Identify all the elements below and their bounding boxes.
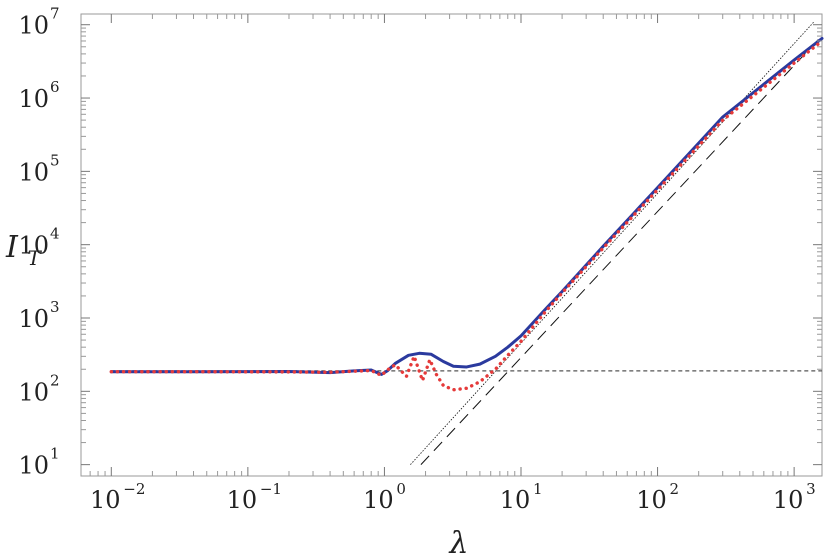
y-tick-exp-5: 6 xyxy=(50,78,60,96)
x-tick-exp-3: 1 xyxy=(533,480,543,498)
x-tick-exp-5: 3 xyxy=(806,480,816,498)
x-tick-exp-4: 2 xyxy=(670,480,680,498)
ticks-group: 10 −2 10 −1 10 0 10 1 10 2 10 310 110 210 310 410 510 610… xyxy=(18,5,822,514)
series-line-long-dash xyxy=(420,35,823,465)
y-axis-label-sub: T xyxy=(27,246,42,270)
y-axis-label-main: I xyxy=(5,230,19,265)
y-tick-label-0: 10 xyxy=(18,452,49,480)
y-tick-label-5: 10 xyxy=(18,85,49,113)
y-tick-label-1: 10 xyxy=(18,378,49,406)
series-line-solid xyxy=(109,36,824,376)
x-tick-label-3: 10 xyxy=(500,486,531,514)
y-tick-exp-0: 1 xyxy=(50,445,60,463)
axes-group xyxy=(80,13,823,477)
x-tick-label-1: 10 xyxy=(227,486,258,514)
x-tick-exp-0: −2 xyxy=(123,480,145,498)
y-tick-label-6: 10 xyxy=(18,12,49,40)
y-tick-exp-4: 5 xyxy=(50,151,60,169)
x-tick-label-0: 10 xyxy=(90,486,121,514)
x-tick-exp-1: −1 xyxy=(260,480,282,498)
y-tick-exp-1: 2 xyxy=(50,371,60,389)
y-tick-exp-2: 3 xyxy=(50,298,60,316)
plot-frame xyxy=(80,13,823,477)
y-tick-label-4: 10 xyxy=(18,158,49,186)
y-tick-exp-3: 4 xyxy=(50,225,60,243)
x-axis-label: λ xyxy=(448,526,468,559)
y-axis-label: I T xyxy=(5,230,42,270)
series-line-dotted xyxy=(109,39,824,392)
x-tick-exp-2: 0 xyxy=(396,480,406,498)
x-tick-label-2: 10 xyxy=(363,486,394,514)
y-tick-label-3: 10 xyxy=(18,232,49,260)
y-tick-exp-6: 7 xyxy=(50,5,60,23)
y-tick-label-2: 10 xyxy=(18,305,49,333)
x-tick-label-4: 10 xyxy=(636,486,667,514)
series-group xyxy=(109,21,824,465)
x-tick-label-5: 10 xyxy=(773,486,804,514)
series-line-thin-solid xyxy=(410,21,815,465)
